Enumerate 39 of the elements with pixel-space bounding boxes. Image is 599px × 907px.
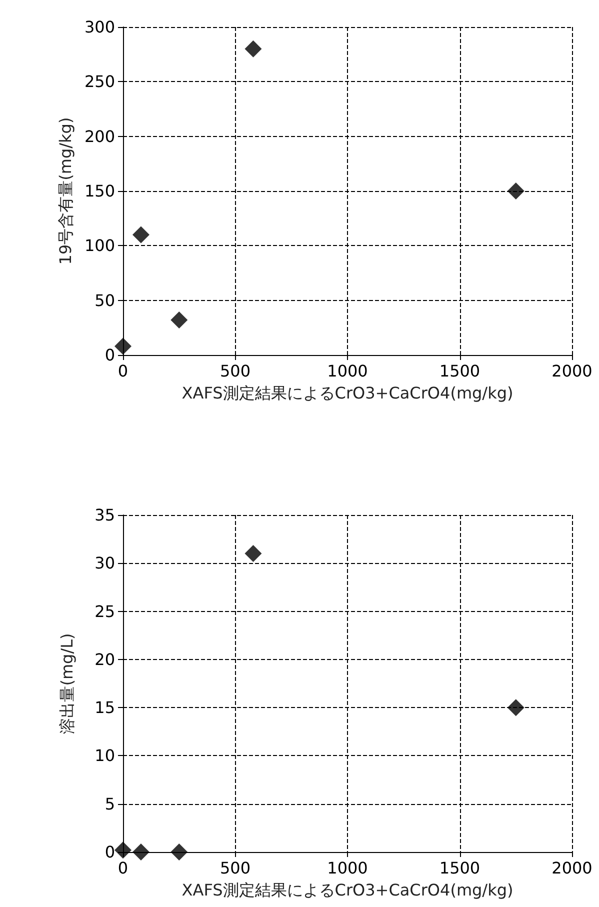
x-tick-label: 2000 [552, 858, 592, 878]
y-tick-label: 20 [94, 650, 115, 669]
point [244, 40, 262, 58]
point [507, 182, 524, 200]
y-tick-label: 0 [104, 842, 115, 862]
point [114, 338, 132, 355]
y-axis-title: 19号含有量(mg/kg) [56, 117, 76, 265]
y-tick-label: 50 [94, 290, 115, 310]
point [170, 844, 188, 860]
y-tick-label: 200 [84, 126, 115, 146]
x-tick-label: 1000 [327, 858, 368, 878]
y-tick-label: 250 [84, 72, 115, 92]
y-axis-title: 溶出量(mg/L) [58, 633, 76, 734]
y-tick-label: 25 [94, 602, 115, 621]
point [114, 842, 132, 859]
y-tick-label: 30 [94, 554, 115, 573]
x-tick-label: 0 [118, 362, 128, 380]
x-tick-label: 500 [220, 362, 251, 380]
y-tick-label: 300 [84, 18, 115, 36]
y-tick-label: 100 [84, 236, 115, 256]
x-tick-label: 1000 [327, 362, 368, 380]
point [507, 699, 524, 716]
x-tick-label: 2000 [552, 362, 592, 380]
x-axis-title: XAFS測定結果によるCrO3+CaCrO4(mg/kg) [182, 384, 514, 402]
point [244, 545, 262, 562]
x-axis-title: XAFS測定結果によるCrO3+CaCrO4(mg/kg) [182, 880, 514, 900]
x-tick-label: 0 [118, 858, 128, 878]
point [132, 844, 150, 860]
point [132, 226, 150, 244]
y-tick-label: 5 [104, 794, 115, 814]
y-tick-label: 35 [94, 506, 115, 524]
y-tick-label: 0 [104, 346, 115, 364]
y-tick-label: 10 [94, 746, 115, 766]
point [170, 312, 188, 329]
y-tick-label: 15 [94, 698, 115, 718]
x-tick-label: 1500 [439, 858, 480, 878]
x-tick-label: 500 [220, 858, 251, 878]
y-tick-label: 150 [84, 182, 115, 200]
x-tick-label: 1500 [439, 362, 480, 380]
